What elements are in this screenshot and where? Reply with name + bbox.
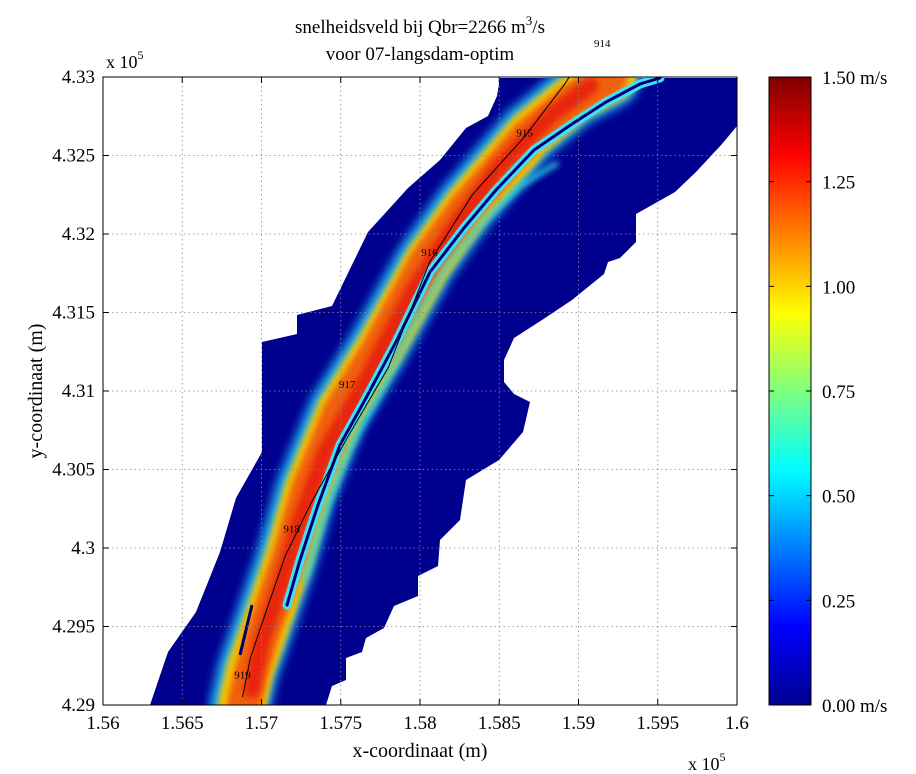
- colorbar: [768, 76, 812, 706]
- x-tick-label: 1.57: [245, 713, 278, 734]
- x-tick-label: 1.58: [403, 713, 436, 734]
- y-tick-label: 4.315: [52, 303, 95, 324]
- x-tick-label: 1.595: [636, 713, 679, 734]
- x-tick-label: 1.565: [161, 713, 204, 734]
- y-tick-label: 4.32: [62, 224, 95, 245]
- y-axis-label: y-coordinaat (m): [25, 324, 47, 459]
- gridlines: [103, 77, 737, 705]
- river-km-label: 915: [516, 128, 533, 140]
- colorbar-labels: 0.00 m/s 0.25 0.50 0.75 1.00 1.25 1.50 m/s: [822, 68, 887, 717]
- river-km-label: 917: [339, 379, 356, 391]
- x-tick-labels: 1.56 1.565 1.57 1.575 1.58 1.585 1.59 1.595 1.6: [86, 713, 749, 734]
- x-tick-label: 1.59: [562, 713, 595, 734]
- colorbar-tick-label: 0.50: [822, 487, 855, 508]
- colorbar-tick-label: 1.00: [822, 277, 855, 298]
- channel-core: [244, 78, 598, 698]
- x-tick-label: 1.6: [725, 713, 749, 734]
- river-km-label: 919: [234, 669, 251, 681]
- colorbar-tick-label: 0.25: [822, 591, 855, 612]
- y-tick-labels: 4.29 4.295 4.3 4.305 4.31 4.315 4.32 4.325 4.33: [52, 67, 95, 716]
- x-tick-label: 1.575: [319, 713, 362, 734]
- river-km-label: 918: [283, 523, 300, 535]
- river-km-label: 914: [594, 38, 611, 50]
- y-tick-label: 4.31: [62, 381, 95, 402]
- river-km-label: 916: [421, 247, 438, 259]
- x-axis-label: x-coordinaat (m): [353, 740, 488, 762]
- y-tick-label: 4.295: [52, 617, 95, 638]
- x-tick-label: 1.585: [478, 713, 521, 734]
- y-tick-label: 4.3: [71, 538, 95, 559]
- secondary-channel: [301, 161, 559, 583]
- river-km-markers: 913914915916917918919: [234, 38, 611, 681]
- y-tick-label: 4.305: [52, 460, 95, 481]
- y-tick-label: 4.325: [52, 146, 95, 167]
- y-tick-label: 4.33: [62, 67, 95, 88]
- channel-axis-line: [242, 77, 570, 698]
- chart-title-line1: snelheidsveld bij Qbr=2266 m3/s: [295, 13, 545, 38]
- chart-title-line2: voor 07-langsdam-optim: [326, 44, 515, 65]
- colorbar-ticks: [769, 76, 811, 706]
- longitudinal-dam: [285, 77, 662, 607]
- dam-segment-bottom: [238, 604, 254, 656]
- x-axis-multiplier: x 105: [688, 750, 726, 774]
- colorbar-tick-label: 1.25: [822, 173, 855, 194]
- x-tick-label: 1.56: [86, 713, 119, 734]
- y-axis-multiplier: x 105: [106, 48, 144, 72]
- colorbar-tick-label: 0.00 m/s: [822, 696, 887, 717]
- colorbar-tick-label: 1.50 m/s: [822, 68, 887, 89]
- axis-ticks: [102, 76, 738, 706]
- y-tick-label: 4.29: [62, 695, 95, 716]
- colorbar-tick-label: 0.75: [822, 382, 855, 403]
